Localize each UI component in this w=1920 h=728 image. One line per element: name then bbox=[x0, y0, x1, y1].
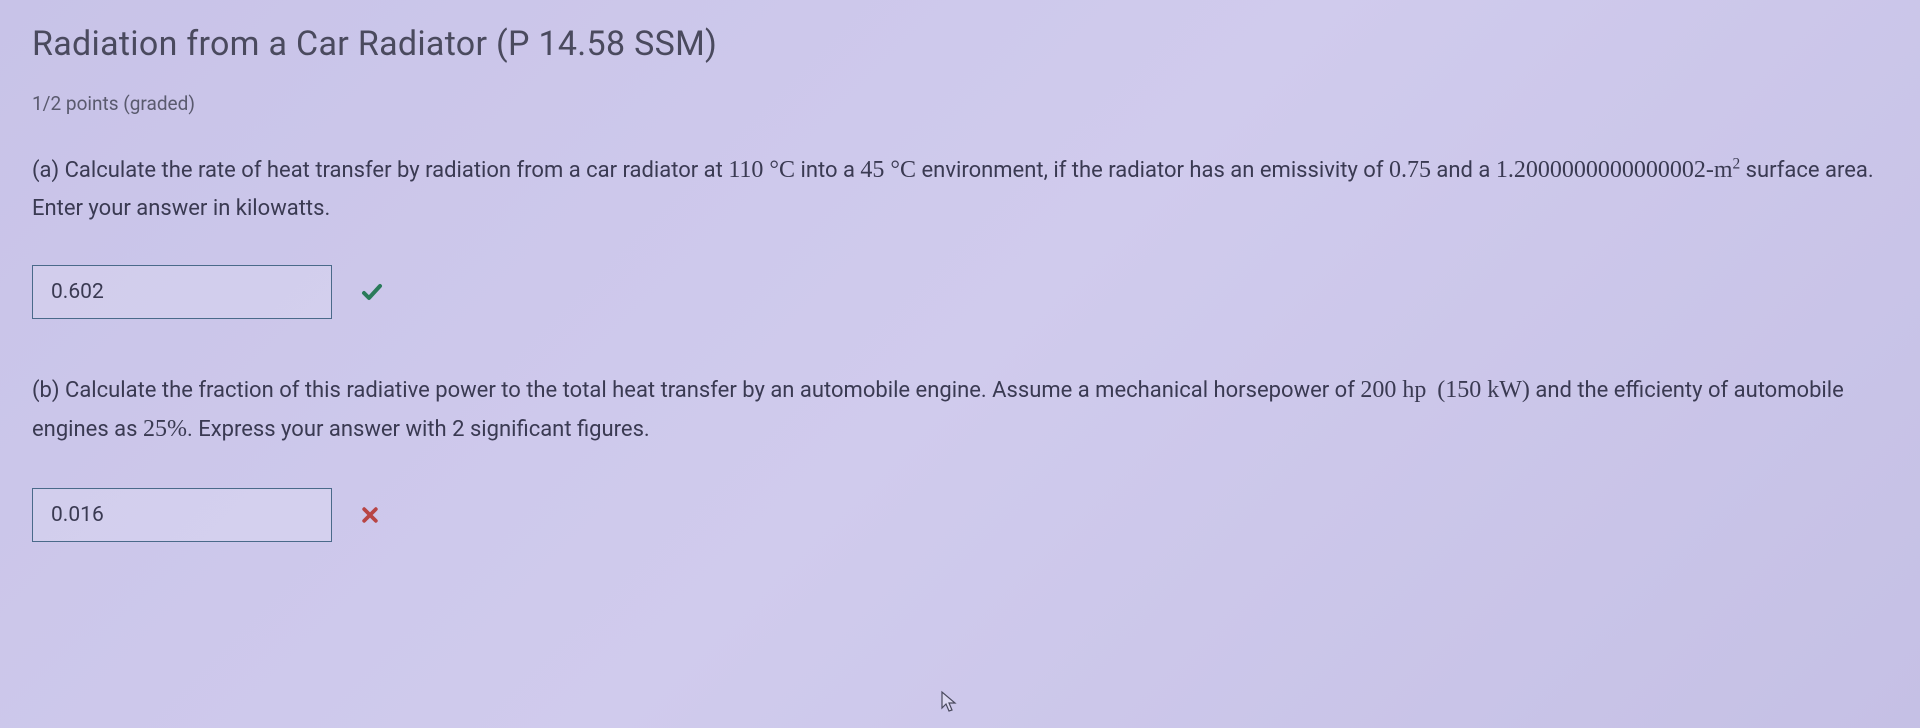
part-a-text-1: (a) Calculate the rate of heat transfer … bbox=[32, 158, 728, 183]
part-b-efficiency: 25% bbox=[143, 416, 187, 442]
answer-row-a bbox=[32, 265, 1888, 319]
part-a-celsius-2: C bbox=[900, 157, 916, 183]
part-a-text-3: environment, if the radiator has an emis… bbox=[916, 158, 1389, 183]
part-a-text-4: and a bbox=[1431, 158, 1496, 183]
part-a-celsius-1: C bbox=[779, 157, 795, 183]
cursor-icon bbox=[940, 690, 958, 714]
part-a-emissivity: 0.75 bbox=[1389, 157, 1431, 183]
part-a-degree-2: ° bbox=[884, 157, 900, 183]
part-a-temp1: 110 bbox=[728, 157, 763, 183]
part-a-area-unit: -m bbox=[1706, 157, 1733, 183]
question-part-b: (b) Calculate the fraction of this radia… bbox=[32, 371, 1888, 450]
part-b-space-1 bbox=[1426, 378, 1437, 403]
answer-input-b[interactable] bbox=[32, 488, 332, 542]
points-graded: 1/2 points (graded) bbox=[32, 92, 1888, 115]
answer-row-b bbox=[32, 488, 1888, 542]
part-a-area: 1.2000000000000002 bbox=[1496, 157, 1706, 183]
question-part-a: (a) Calculate the rate of heat transfer … bbox=[32, 151, 1888, 227]
part-b-text-1: (b) Calculate the fraction of this radia… bbox=[32, 378, 1360, 403]
part-a-degree-1: ° bbox=[763, 157, 779, 183]
part-b-kw: (150 kW) bbox=[1437, 377, 1530, 403]
part-a-temp2: 45 bbox=[860, 157, 884, 183]
problem-title: Radiation from a Car Radiator (P 14.58 S… bbox=[32, 24, 1888, 64]
answer-input-a[interactable] bbox=[32, 265, 332, 319]
check-icon bbox=[360, 280, 384, 304]
x-icon bbox=[360, 505, 380, 525]
part-a-text-2: into a bbox=[795, 158, 860, 183]
part-b-text-3: . Express your answer with 2 significant… bbox=[187, 417, 650, 442]
part-b-hp: 200 hp bbox=[1360, 377, 1426, 403]
